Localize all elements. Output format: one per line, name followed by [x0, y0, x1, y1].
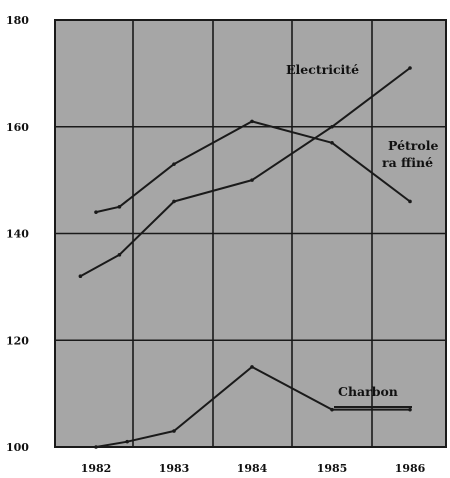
petrole-line	[95, 120, 411, 214]
data-point	[330, 407, 334, 412]
series-labels: Electricité Pétrole ra ffiné Charbon	[286, 62, 438, 399]
plot-frame	[54, 19, 447, 448]
data-point	[330, 140, 334, 145]
data-point	[250, 178, 254, 182]
y-tick-label: 180	[6, 14, 29, 27]
data-point	[250, 119, 254, 124]
data-point	[117, 253, 122, 257]
y-tick-label: 120	[6, 334, 29, 347]
series-lines	[78, 66, 412, 449]
charbon-line	[95, 365, 410, 448]
data-point	[125, 439, 129, 444]
charbon-label: Charbon	[338, 384, 398, 399]
grid-lines	[54, 19, 447, 448]
data-point	[172, 429, 176, 433]
electricite-line	[79, 67, 411, 278]
data-point	[408, 66, 412, 70]
electricite-label: Electricité	[286, 62, 359, 77]
data-point	[250, 365, 254, 369]
y-tick-label: 160	[6, 121, 29, 134]
x-tick-label: 1982	[81, 462, 112, 475]
data-point	[117, 205, 122, 209]
y-tick-label: 100	[6, 441, 29, 454]
data-point	[330, 124, 334, 129]
y-tick-label: 140	[6, 228, 29, 241]
petrole-label-line1: Pétrole	[388, 138, 438, 153]
data-point	[172, 199, 176, 204]
x-tick-label: 1984	[237, 462, 268, 475]
petrole-label-line2: ra ffiné	[382, 155, 433, 170]
y-axis-tick-labels: 100 120 140 160 180	[6, 14, 29, 454]
data-point	[172, 162, 176, 166]
x-tick-label: 1983	[159, 462, 190, 475]
data-point	[94, 210, 98, 214]
data-point	[78, 274, 83, 279]
x-tick-label: 1986	[395, 462, 426, 475]
data-point	[408, 199, 412, 204]
data-point	[94, 445, 98, 449]
x-tick-label: 1985	[317, 462, 348, 475]
x-axis-tick-labels: 1982 1983 1984 1985 1986	[81, 462, 426, 475]
data-point	[408, 407, 412, 412]
